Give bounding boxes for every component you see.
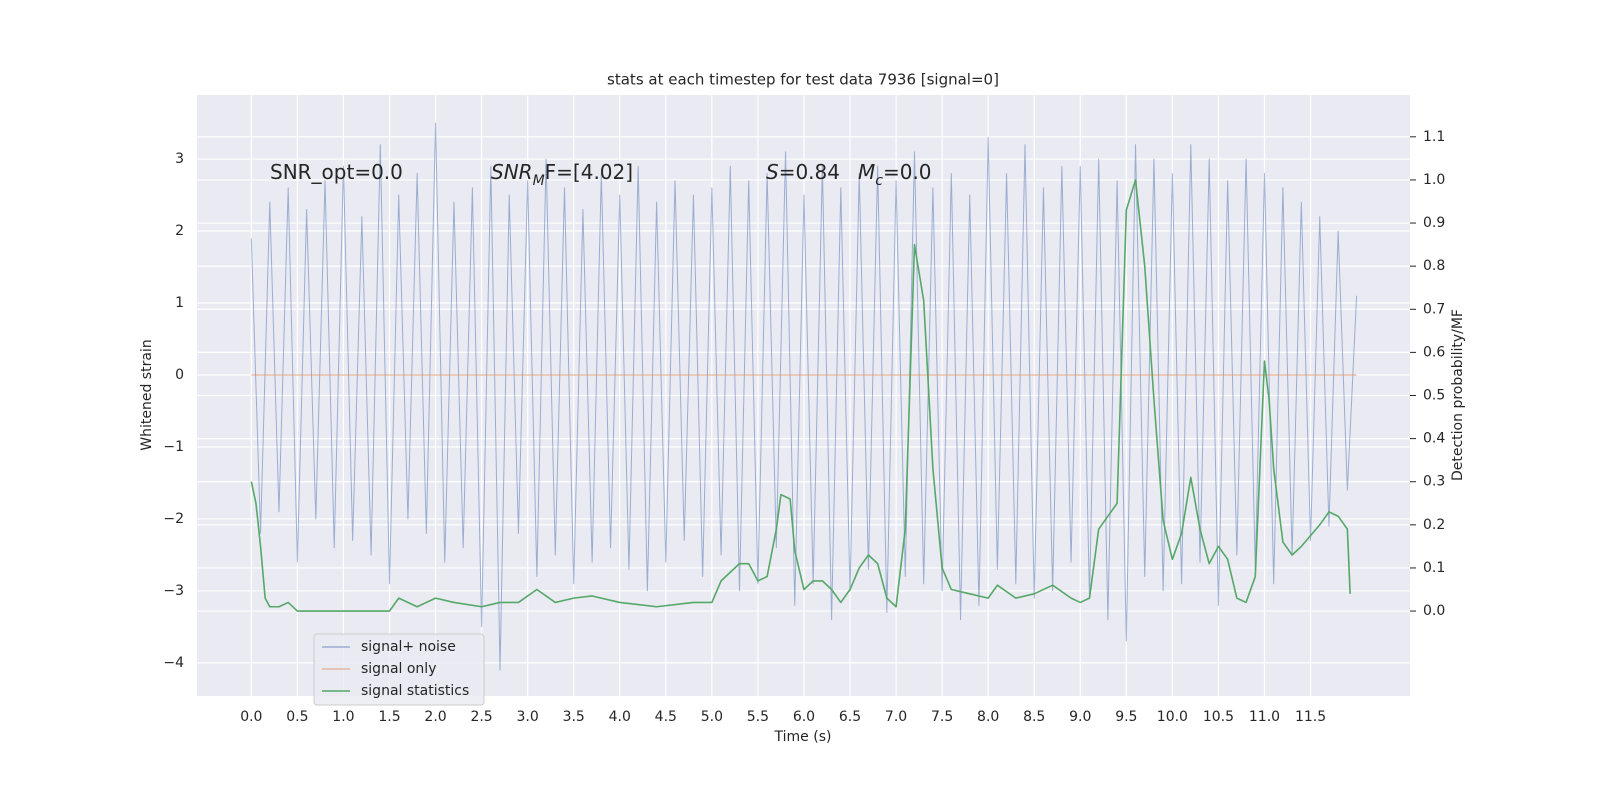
y-tick-label: −4 (163, 655, 184, 671)
y-tick-label: 1 (175, 295, 184, 311)
x-tick-label: 6.0 (793, 709, 815, 725)
annotation-part: M (858, 160, 875, 184)
y2-tick-label: 0.2 (1423, 517, 1445, 533)
x-tick-label: 0.0 (240, 709, 262, 725)
annotation-part: F=[4.02] (545, 160, 633, 184)
annotation: SNRMF=[4.02] (491, 160, 633, 190)
annotation-part: S (766, 160, 779, 184)
x-tick-label: 5.0 (701, 709, 723, 725)
x-tick-label: 6.5 (839, 709, 861, 725)
annotation: Mc=0.0 (858, 160, 932, 190)
y2-tick-label: 0.3 (1423, 474, 1445, 490)
y-tick-label: −1 (163, 439, 184, 455)
x-axis-label: Time (s) (774, 729, 832, 745)
y2-tick-label: 0.9 (1423, 215, 1445, 231)
annotation-part: SNR (491, 160, 533, 184)
y2-tick-label: 0.6 (1423, 344, 1445, 360)
x-tick-label: 7.0 (885, 709, 907, 725)
y2-tick-label: 0.8 (1423, 258, 1445, 274)
annotation-part: M (533, 173, 545, 189)
x-tick-label: 8.5 (1023, 709, 1045, 725)
x-tick-label: 10.0 (1157, 709, 1188, 725)
y-tick-label: −3 (163, 583, 184, 599)
y2-tick-label: 0.5 (1423, 388, 1445, 404)
legend: signal+ noise signal only signal statistic… (313, 633, 485, 706)
y-axis-label: Whitened strain (139, 339, 155, 450)
x-tick-label: 8.0 (977, 709, 999, 725)
x-tick-label: 4.0 (609, 709, 631, 725)
x-tick-label: 1.0 (332, 709, 354, 725)
annotation: SNR_opt=0.0 (270, 160, 403, 184)
x-tick-label: 11.5 (1295, 709, 1326, 725)
legend-label: signal+ noise (361, 639, 456, 655)
annotation-part: c (875, 173, 883, 189)
x-tick-label: 0.5 (286, 709, 308, 725)
series-line (250, 122, 1358, 671)
chart-title: stats at each timestep for test data 793… (607, 71, 999, 89)
x-tick-label: 9.0 (1069, 709, 1091, 725)
y2-tick-label: 0.4 (1423, 431, 1445, 447)
x-tick-label: 10.5 (1203, 709, 1234, 725)
annotation: S=0.84 (766, 160, 840, 184)
x-tick-label: 3.0 (517, 709, 539, 725)
y2-axis-label: Detection probability/MF (1450, 309, 1466, 481)
annotation-part: =0.0 (883, 160, 932, 184)
x-tick-label: 9.5 (1115, 709, 1137, 725)
y2-tick-label: 1.1 (1423, 129, 1445, 145)
x-tick-label: 1.5 (378, 709, 400, 725)
series-line (250, 179, 1351, 612)
marks (250, 122, 1358, 671)
y2-tick-label: 0.7 (1423, 301, 1445, 317)
y-tick-label: 2 (175, 223, 184, 239)
x-tick-label: 2.5 (470, 709, 492, 725)
legend-label: signal only (361, 661, 436, 677)
y2-tick-label: 0.0 (1423, 603, 1445, 619)
x-tick-label: 2.0 (424, 709, 446, 725)
legend-box (313, 633, 485, 706)
y-tick-label: 0 (175, 367, 184, 383)
x-tick-label: 5.5 (747, 709, 769, 725)
x-tick-label: 4.5 (655, 709, 677, 725)
y2-tick-label: 0.1 (1423, 560, 1445, 576)
x-tick-label: 3.5 (563, 709, 585, 725)
y-tick-label: −2 (163, 511, 184, 527)
x-tick-label: 11.0 (1249, 709, 1280, 725)
x-tick-label: 7.5 (931, 709, 953, 725)
annotation-part: SNR_opt=0.0 (270, 160, 403, 184)
y2-tick-label: 1.0 (1423, 172, 1445, 188)
legend-label: signal statistics (361, 683, 469, 699)
y-tick-label: 3 (175, 151, 184, 167)
annotation-part: =0.84 (779, 160, 840, 184)
